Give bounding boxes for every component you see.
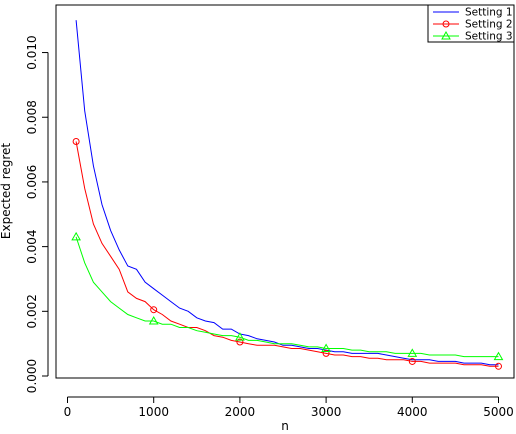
legend-label: Setting 2 [465, 19, 513, 31]
series-line-setting-1 [75, 20, 499, 366]
legend-marker [442, 20, 450, 28]
legend-item-setting-1: Setting 1 [433, 7, 513, 19]
y-tick-label: 0.008 [25, 100, 39, 134]
x-tick-label: 4000 [397, 405, 428, 419]
x-tick-label: 1000 [138, 405, 169, 419]
data-point-setting-2 [322, 349, 330, 357]
data-point-setting-2 [72, 137, 80, 145]
y-tick-label: 0.000 [25, 359, 39, 393]
series-setting-3 [71, 231, 504, 361]
legend-marker [441, 30, 451, 40]
legend-item-setting-3: Setting 3 [433, 31, 513, 43]
x-tick-label: 2000 [225, 405, 256, 419]
x-tick-label: 0 [64, 405, 72, 419]
y-tick-label: 0.004 [25, 229, 39, 263]
y-tick-label: 0.006 [25, 165, 39, 199]
y-tick-label: 0.002 [25, 294, 39, 328]
x-tick-label: 5000 [483, 405, 514, 419]
data-point-setting-3 [235, 332, 245, 341]
series-line-setting-2 [75, 141, 499, 367]
legend-label: Setting 3 [465, 31, 513, 43]
series-layer [71, 20, 504, 370]
data-point-setting-3 [321, 343, 331, 353]
data-point-setting-2 [236, 338, 244, 346]
data-point-setting-3 [71, 231, 81, 241]
x-axis-title: n [281, 419, 289, 433]
data-point-setting-2 [495, 362, 502, 370]
series-setting-2 [72, 137, 502, 370]
data-point-setting-2 [150, 306, 158, 314]
plot-frame [55, 4, 515, 379]
series-setting-1 [75, 20, 499, 366]
legend-item-setting-2: Setting 2 [433, 19, 513, 31]
data-point-setting-2 [408, 357, 416, 365]
x-axis: 0 1000 2000 3000 4000 5000 [64, 396, 514, 419]
legend-label: Setting 1 [465, 7, 513, 19]
y-axis: 0.000 0.002 0.004 0.006 0.008 0.010 [25, 35, 49, 393]
y-tick-label: 0.010 [25, 35, 39, 69]
data-point-setting-3 [148, 316, 159, 325]
x-tick-label: 3000 [311, 405, 342, 419]
series-line-setting-3 [75, 236, 499, 358]
y-axis-title: Expected regret [0, 143, 13, 240]
data-point-setting-3 [493, 351, 504, 361]
data-point-setting-3 [407, 348, 418, 357]
